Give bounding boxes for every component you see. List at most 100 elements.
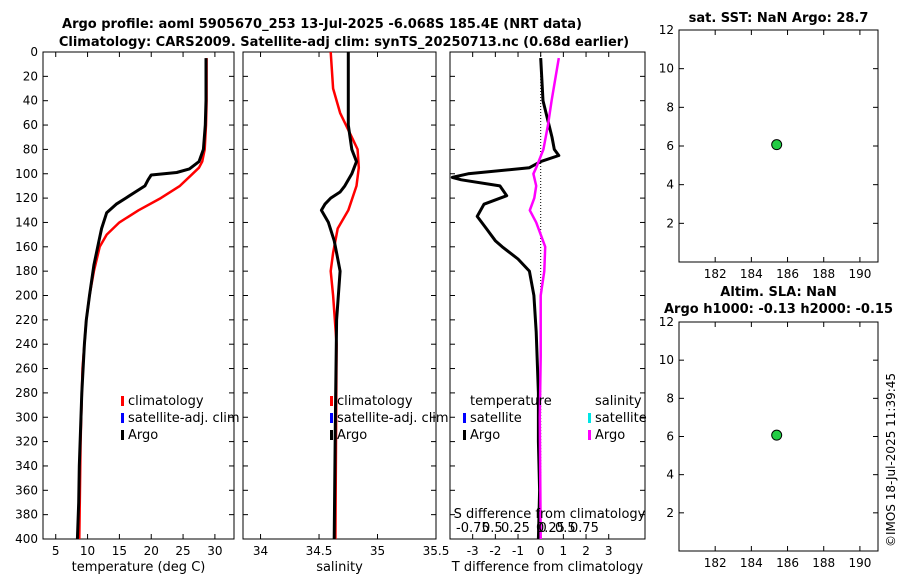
- sst-xtick-label: 186: [776, 267, 799, 281]
- temperature-ytick-label: 40: [23, 94, 38, 108]
- temperature-ytick-label: 140: [15, 215, 38, 229]
- difference-legend-t-argo-swatch: [463, 430, 466, 440]
- sla-ytick-label: 6: [666, 430, 674, 444]
- temperature-panel: 5 10 15 20 25 3002040608010012014016018020022…: [15, 45, 240, 575]
- sst-title: sat. SST: NaN Argo: 28.7: [689, 11, 869, 26]
- temperature-xtick-label: 30: [207, 544, 222, 558]
- temperature-ytick-label: 60: [23, 118, 38, 132]
- difference-legend-s-argo-swatch: [588, 430, 591, 440]
- temperature-ytick-label: 100: [15, 167, 38, 181]
- sla-ytick-label: 4: [666, 468, 674, 482]
- difference-top-tick-label: 0.5: [555, 521, 576, 536]
- temperature-ytick-label: 20: [23, 69, 38, 83]
- salinity-climatology-line: [329, 51, 361, 540]
- difference-legend-t-satellite-label: satellite: [470, 411, 522, 426]
- difference-xtick-label: -3: [467, 544, 479, 558]
- temperature-argo-line: [75, 58, 208, 540]
- salinity-legend-climatology-label: climatology: [337, 394, 413, 409]
- sst-panel: 182 184 186 188 190 2 4 6 8 10 12 sat. SST: NaN Arg…: [659, 11, 879, 281]
- sla-point: [771, 429, 783, 441]
- sla-xtick-label: 188: [812, 556, 835, 570]
- difference-legend-s-argo-label: Argo: [595, 428, 625, 443]
- salinity-legend-climatology-swatch: [330, 396, 333, 406]
- sla-ytick-label: 8: [666, 391, 674, 405]
- difference-xtick-label: -2: [489, 544, 501, 558]
- temperature-ytick-label: 120: [15, 191, 38, 205]
- difference-xtick-label: 1: [560, 544, 568, 558]
- temperature-legend-climatology-swatch: [121, 396, 124, 406]
- salinity-legend-argo-swatch: [330, 430, 333, 440]
- sst-point: [771, 139, 783, 151]
- difference-xlabel: T difference from climatology: [451, 560, 644, 575]
- difference-top-tick-label: -0.75: [456, 521, 490, 536]
- temperature-xtick-label: 20: [144, 544, 159, 558]
- temperature-ytick-label: 340: [15, 459, 38, 473]
- temperature-ytick-label: 240: [15, 337, 38, 351]
- temperature-ytick-label: 160: [15, 240, 38, 254]
- difference-top-tick-label: 0.25: [536, 521, 565, 536]
- difference-legend-t-satellite-swatch: [463, 413, 466, 423]
- salinity-xtick-label: 35.5: [423, 544, 450, 558]
- temperature-ytick-label: 320: [15, 435, 38, 449]
- temperature-legend-satellite-swatch: [121, 413, 124, 423]
- temperature-ytick-label: 280: [15, 386, 38, 400]
- temperature-xtick-label: 10: [80, 544, 95, 558]
- sst-xtick-label: 188: [812, 267, 835, 281]
- temperature-xtick-label: 25: [175, 544, 190, 558]
- salinity-legend-argo-label: Argo: [337, 428, 367, 443]
- sla-ytick-label: 2: [666, 506, 674, 520]
- temperature-ytick-label: 220: [15, 313, 38, 327]
- difference-xtick-label: 2: [582, 544, 590, 558]
- sst-xtick-label: 184: [740, 267, 763, 281]
- temperature-ytick-label: 0: [30, 45, 38, 59]
- difference-top-tick-label: 0.25: [501, 521, 530, 536]
- figure-title-line2: Climatology: CARS2009. Satellite-adj cli…: [59, 35, 629, 50]
- sst-ytick-label: 12: [659, 23, 674, 37]
- difference-s-argo-line: [528, 57, 561, 540]
- difference-xtick-label: -1: [512, 544, 524, 558]
- sst-ytick-label: 6: [666, 139, 674, 153]
- temperature-xtick-label: 15: [112, 544, 127, 558]
- difference-xtick-label: 0: [537, 544, 545, 558]
- salinity-xtick-label: 34: [253, 544, 268, 558]
- difference-top-tick-label: 0: [539, 521, 547, 536]
- sst-xtick-label: 190: [848, 267, 871, 281]
- sla-xtick-label: 190: [848, 556, 871, 570]
- sla-ytick-label: 10: [659, 353, 674, 367]
- temperature-axes-box: [42, 51, 235, 540]
- sla-panel: 182 184 186 188 190 2 4 6 8 10 12 Altim. SLA: NaN Ar…: [659, 285, 893, 570]
- sst-ytick-label: 2: [666, 216, 674, 230]
- sla-xtick-label: 184: [740, 556, 763, 570]
- temperature-ytick-label: 180: [15, 264, 38, 278]
- salinity-argo-line: [319, 52, 358, 540]
- temperature-legend-argo-label: Argo: [128, 428, 158, 443]
- temperature-ytick-label: 260: [15, 362, 38, 376]
- salinity-xtick-label: 34.5: [306, 544, 333, 558]
- salinity-legend-satellite-label: satellite-adj. clim: [337, 411, 449, 426]
- difference-t-argo-line: [450, 58, 561, 540]
- salinity-legend-satellite-swatch: [330, 413, 333, 423]
- temperature-ytick-label: 300: [15, 410, 38, 424]
- temperature-legend-argo-swatch: [121, 430, 124, 440]
- difference-legend-salinity-title: salinity: [595, 394, 642, 409]
- sla-xtick-label: 186: [776, 556, 799, 570]
- difference-legend-s-satellite-swatch: [588, 413, 591, 423]
- temperature-legend-satellite-label: satellite-adj. clim: [128, 411, 240, 426]
- temperature-ytick-label: 80: [23, 142, 38, 156]
- difference-legend-s-satellite-label: satellite: [595, 411, 647, 426]
- sst-ytick-label: 8: [666, 100, 674, 114]
- salinity-xlabel: salinity: [316, 560, 363, 575]
- figure-title-line1: Argo profile: aoml 5905670_253 13-Jul-20…: [62, 17, 582, 32]
- sst-ytick-label: 4: [666, 178, 674, 192]
- difference-xlabel-top: S difference from climatology: [454, 507, 646, 522]
- salinity-xtick-label: 35: [370, 544, 385, 558]
- timestamp-watermark: ©IMOS 18-Jul-2025 11:39:45: [884, 373, 898, 547]
- difference-legend-temperature-title: temperature: [470, 394, 552, 409]
- temperature-xlabel: temperature (deg C): [72, 560, 206, 575]
- sst-xtick-label: 182: [704, 267, 727, 281]
- temperature-ytick-label: 400: [15, 532, 38, 546]
- difference-panel: -3 -2 -1 0 1 2 3T difference from climatologyS…: [449, 51, 647, 575]
- difference-legend-t-argo-label: Argo: [470, 428, 500, 443]
- sla-xtick-label: 182: [704, 556, 727, 570]
- difference-top-tick-label: 0.5: [482, 521, 503, 536]
